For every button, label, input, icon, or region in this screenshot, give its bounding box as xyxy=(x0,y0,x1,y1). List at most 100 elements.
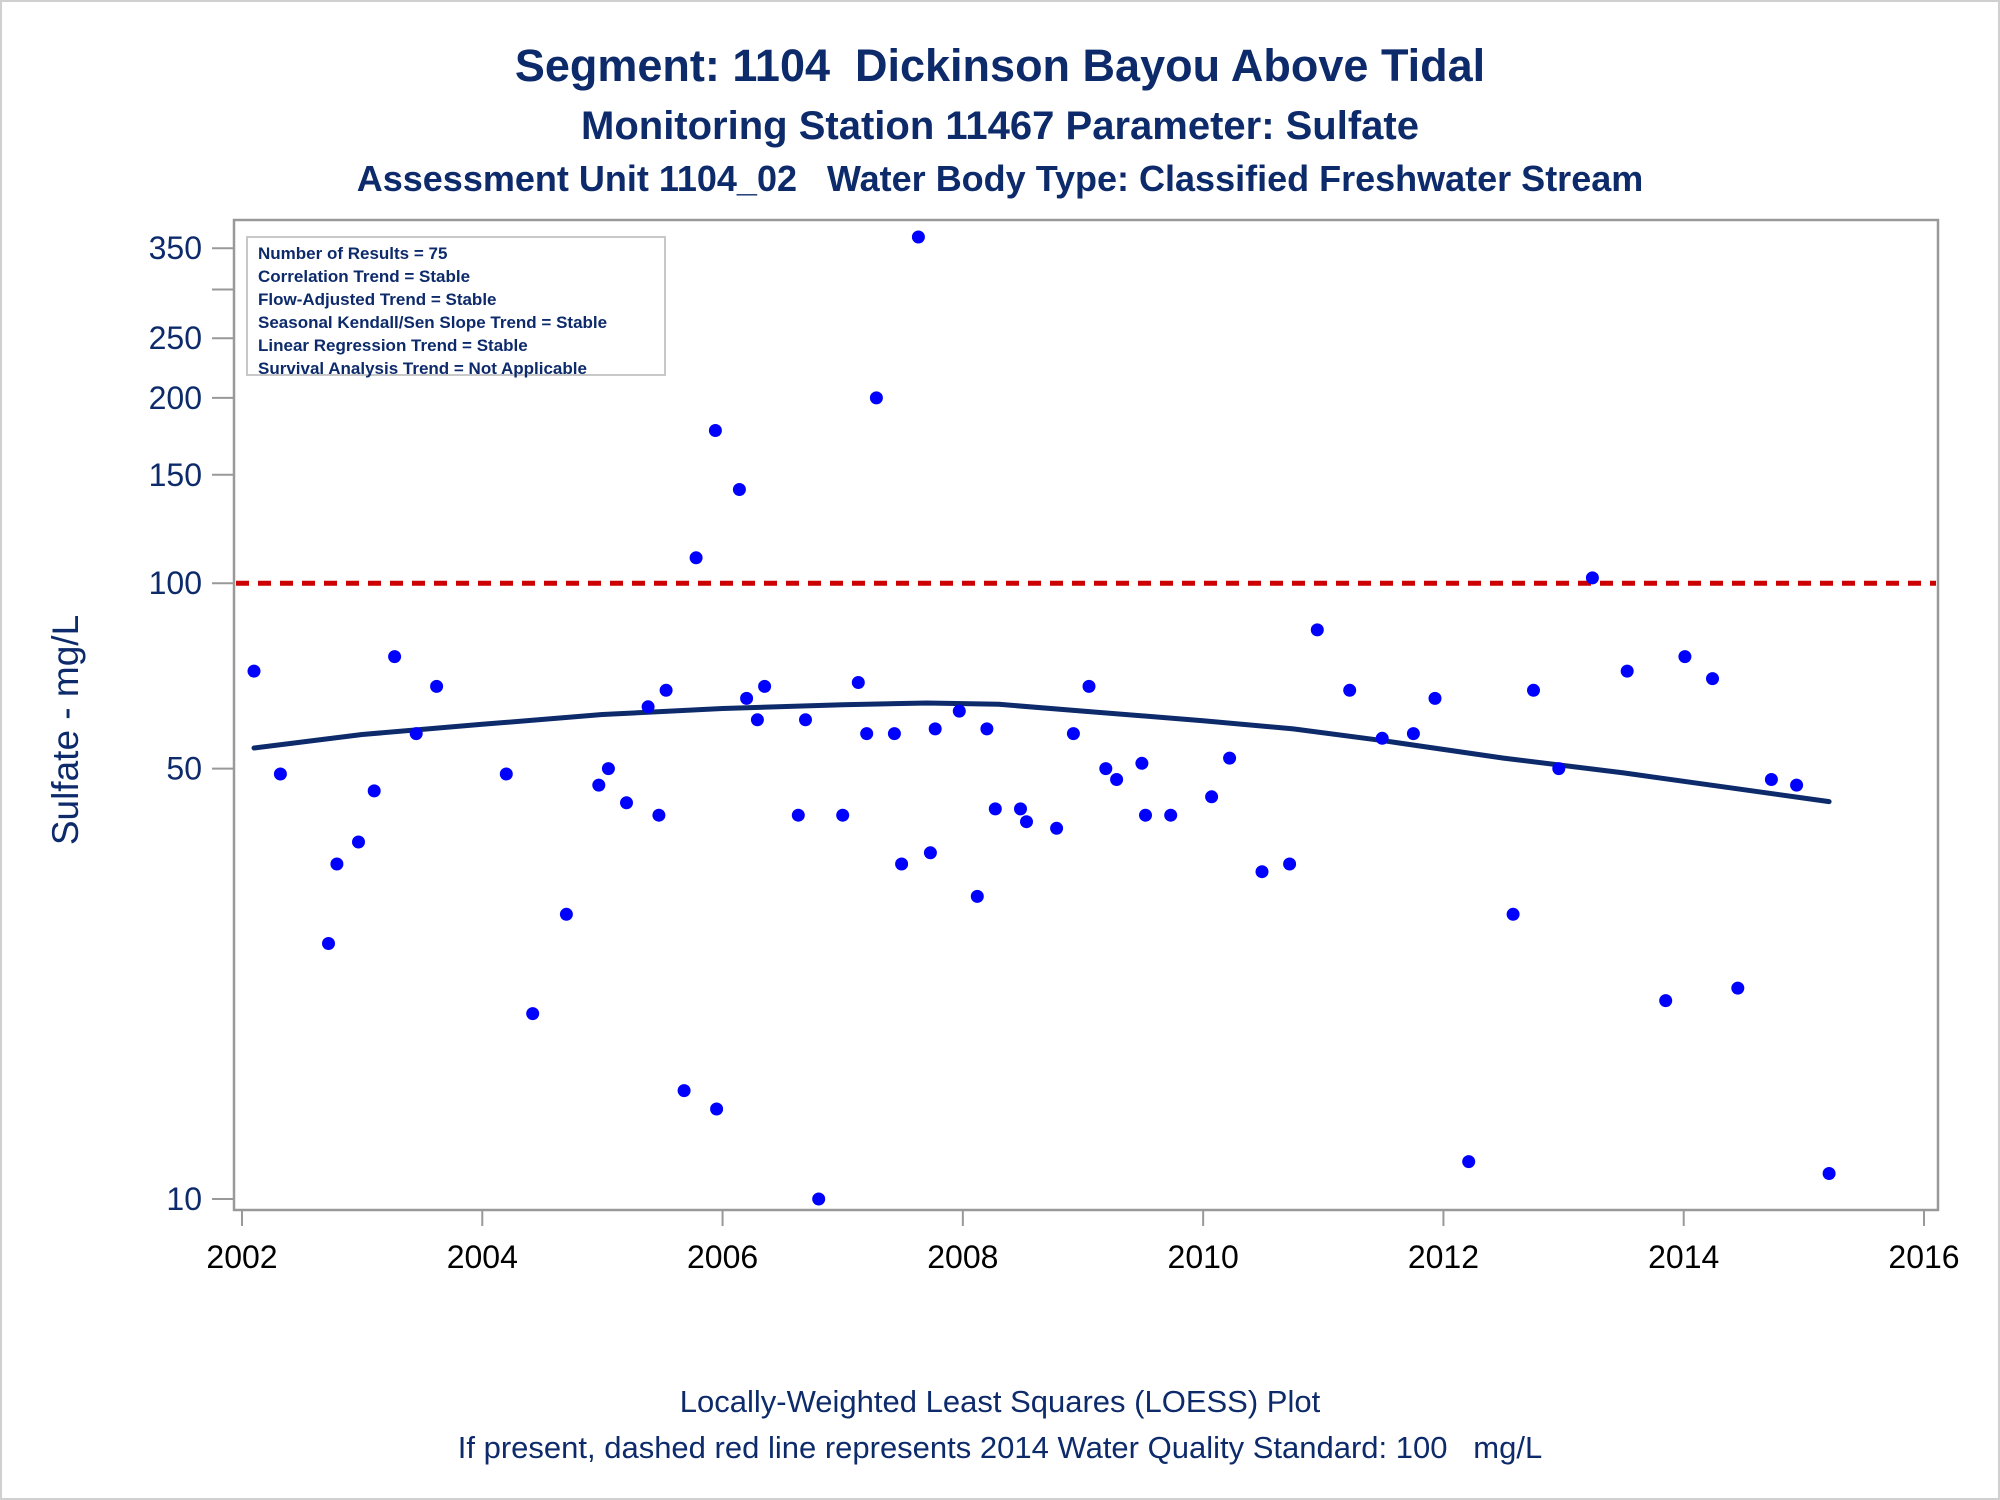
data-point xyxy=(659,683,673,697)
footer-standard-note: If present, dashed red line represents 2… xyxy=(457,1430,1543,1465)
y-tick-label: 10 xyxy=(166,1181,202,1217)
data-point xyxy=(1731,981,1745,995)
data-point xyxy=(1462,1155,1476,1169)
data-point xyxy=(388,650,402,664)
y-tick-label: 50 xyxy=(166,751,202,787)
data-point xyxy=(1205,790,1219,804)
data-point xyxy=(895,857,909,871)
data-point xyxy=(1822,1167,1836,1180)
plot-layer: 10 50 100 150 200 250 350 2002 2004 2006 2008 2010 2… xyxy=(149,218,1960,1275)
data-point xyxy=(1678,650,1692,664)
data-point xyxy=(1343,683,1357,697)
stat-flow-adjusted-trend: Flow-Adjusted Trend = Stable xyxy=(258,290,497,309)
y-tick-label: 250 xyxy=(149,320,202,356)
x-tick-label: 2006 xyxy=(687,1239,758,1275)
data-point xyxy=(1110,773,1124,786)
data-point xyxy=(740,691,754,705)
data-point xyxy=(499,767,513,781)
data-point xyxy=(1764,773,1778,786)
data-point xyxy=(652,808,666,822)
data-point xyxy=(869,391,883,405)
data-point xyxy=(1066,727,1080,741)
y-tick-label: 350 xyxy=(149,230,202,266)
y-tick-label: 150 xyxy=(149,457,202,493)
plot-area-border xyxy=(232,218,1940,1212)
data-point xyxy=(1506,907,1520,921)
data-point xyxy=(812,1192,826,1206)
data-point xyxy=(1620,664,1634,678)
data-point xyxy=(980,722,994,736)
data-point xyxy=(352,835,365,849)
data-point xyxy=(1406,727,1420,741)
data-point xyxy=(851,676,865,689)
data-point xyxy=(1428,691,1442,705)
data-point xyxy=(799,713,812,727)
x-tick-label: 2016 xyxy=(1888,1239,1959,1275)
data-point xyxy=(430,679,444,693)
data-point xyxy=(330,857,344,871)
data-point xyxy=(322,937,335,950)
data-point xyxy=(988,802,1002,816)
data-point xyxy=(952,704,966,718)
footer-plot-type: Locally-Weighted Least Squares (LOESS) P… xyxy=(679,1384,1321,1419)
data-point xyxy=(1585,571,1599,585)
stat-seasonal-kendall: Seasonal Kendall/Sen Slope Trend = Stabl… xyxy=(258,313,608,332)
data-point xyxy=(1310,623,1324,637)
data-point xyxy=(1139,808,1152,822)
chart-subtitle-assessment: Assessment Unit 1104_02 Water Body Type:… xyxy=(356,158,1644,199)
data-point xyxy=(1014,802,1027,816)
data-point xyxy=(1527,683,1540,697)
y-axis-label: Sulfate - mg/L xyxy=(45,615,86,845)
data-point xyxy=(1099,762,1113,776)
data-point xyxy=(1164,808,1178,822)
data-point xyxy=(689,551,703,565)
data-point xyxy=(1552,762,1566,776)
data-point xyxy=(1223,751,1237,765)
data-point xyxy=(367,784,381,798)
data-point xyxy=(750,713,764,727)
data-point xyxy=(708,424,722,437)
data-point xyxy=(923,846,937,860)
loess-curve xyxy=(251,700,1832,805)
data-point xyxy=(1375,731,1389,745)
data-point xyxy=(409,727,423,741)
data-point xyxy=(732,483,746,496)
data-point xyxy=(758,679,772,693)
data-point xyxy=(677,1084,691,1098)
data-point xyxy=(1255,865,1269,879)
data-point xyxy=(1659,994,1673,1008)
stat-linear-regression: Linear Regression Trend = Stable xyxy=(258,336,528,355)
x-tick-label: 2012 xyxy=(1408,1239,1479,1275)
data-point xyxy=(1050,821,1064,835)
data-point xyxy=(1706,672,1719,686)
x-tick-label: 2010 xyxy=(1168,1239,1239,1275)
x-tick-label: 2008 xyxy=(927,1239,998,1275)
data-point xyxy=(710,1102,724,1116)
data-point xyxy=(641,700,655,714)
data-point xyxy=(1790,778,1804,792)
data-point xyxy=(247,664,261,678)
trend-stats-box: Number of Results = 75 Correlation Trend… xyxy=(246,236,666,378)
data-point xyxy=(592,778,606,792)
data-point xyxy=(970,889,984,903)
y-tick-label: 100 xyxy=(149,565,202,601)
data-point xyxy=(526,1007,540,1021)
y-tick-label: 200 xyxy=(149,380,202,416)
data-point xyxy=(601,762,615,776)
data-point xyxy=(559,907,573,921)
x-tick-label: 2004 xyxy=(447,1239,518,1275)
x-tick-label: 2014 xyxy=(1648,1239,1719,1275)
data-point xyxy=(928,722,942,736)
stat-survival-analysis: Survival Analysis Trend = Not Applicable xyxy=(258,359,587,378)
stat-number-of-results: Number of Results = 75 xyxy=(258,244,448,263)
x-tick-label: 2002 xyxy=(206,1239,277,1275)
data-point xyxy=(1082,679,1096,693)
chart-subtitle-station: Monitoring Station 11467 Parameter: Sulf… xyxy=(581,104,1419,148)
data-point xyxy=(620,796,633,810)
data-point xyxy=(791,808,805,822)
data-point xyxy=(1020,815,1033,829)
data-point xyxy=(860,727,874,741)
data-point xyxy=(273,767,287,781)
chart-title: Segment: 1104 Dickinson Bayou Above Tida… xyxy=(514,40,1486,91)
